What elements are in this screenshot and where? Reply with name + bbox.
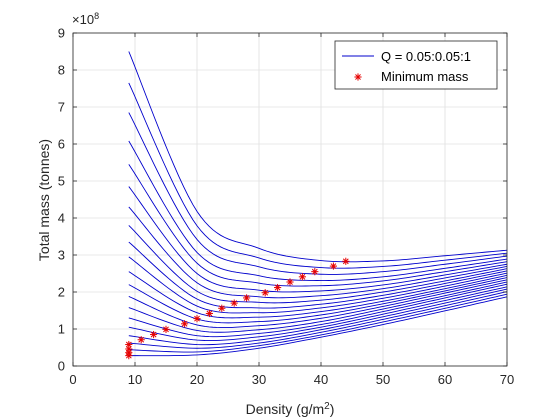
- mass-curve-series: [128, 286, 507, 342]
- asterisk-stroke: [138, 336, 145, 343]
- x-tick-label: 70: [500, 372, 514, 387]
- mass-curve-series: [128, 293, 507, 353]
- y-tick-label: 7: [58, 100, 65, 115]
- mass-curve-series: [128, 281, 507, 333]
- mass-curve-series: [128, 288, 507, 346]
- asterisk-stroke: [163, 326, 169, 333]
- minimum-mass-point: [218, 304, 226, 312]
- legend-entry-minimum: Minimum mass: [381, 69, 469, 84]
- legend-asterisk: [354, 73, 362, 81]
- minimum-mass-point: [150, 330, 158, 339]
- legend-box: [334, 40, 498, 90]
- y-tick-label: 4: [58, 211, 65, 226]
- x-axis-label-main: Density (g/m: [246, 401, 325, 417]
- x-tick-label: 30: [252, 372, 266, 387]
- y-tick-label: 3: [58, 248, 65, 263]
- minimum-mass-point: [205, 309, 213, 318]
- asterisk-stroke: [231, 300, 238, 306]
- asterisk-stroke: [299, 273, 306, 280]
- mass-curve-series: [128, 283, 507, 338]
- x-axis-label-superscript: 2: [324, 401, 330, 412]
- mass-curve-series: [128, 164, 507, 287]
- minimum-mass-point: [329, 262, 337, 270]
- minimum-mass-point: [311, 268, 319, 276]
- minimum-mass-point: [274, 283, 282, 292]
- y-tick-label: 1: [58, 322, 65, 337]
- y-axis-exponent-base: ×10: [72, 12, 94, 27]
- x-tick-label: 50: [376, 372, 390, 387]
- x-axis-label: Density (g/m2): [246, 401, 335, 418]
- asterisk-stroke: [287, 279, 293, 285]
- asterisk-stroke: [218, 305, 225, 312]
- mass-curve-series: [128, 140, 507, 281]
- asterisk-stroke: [125, 352, 132, 359]
- axis-ticks: 0 10 20 30 40 50 60 70 0 1 2 3 4 5 6 7 8 9: [58, 26, 514, 388]
- asterisk-stroke: [330, 263, 337, 269]
- minimum-mass-point: [193, 315, 201, 323]
- x-tick-label: 10: [128, 372, 142, 387]
- x-tick-label: 60: [438, 372, 452, 387]
- mass-curve-series: [128, 279, 507, 329]
- mass-curve-series: [128, 296, 507, 357]
- minimum-mass-point: [286, 278, 294, 286]
- y-axis-label: Total mass (tonnes): [36, 139, 52, 261]
- legend-asterisk-swatch: [354, 73, 362, 81]
- asterisk-stroke: [355, 74, 361, 80]
- mass-curve-series: [128, 225, 507, 304]
- minimum-mass-point: [125, 352, 133, 360]
- mass-curve-series: [128, 186, 507, 293]
- x-tick-label: 20: [190, 372, 204, 387]
- minimum-mass-markers: [125, 257, 350, 360]
- y-tick-label: 6: [58, 137, 65, 152]
- x-tick-label: 0: [69, 372, 76, 387]
- asterisk-stroke: [181, 320, 188, 327]
- mass-curve-series: [128, 82, 507, 269]
- y-tick-label: 2: [58, 285, 65, 300]
- asterisk-stroke: [206, 310, 213, 317]
- asterisk-stroke: [194, 315, 200, 322]
- mass-curve-series: [128, 256, 507, 314]
- asterisk-stroke: [274, 284, 281, 291]
- asterisk-stroke: [243, 295, 250, 301]
- minimum-mass-point: [230, 299, 238, 307]
- asterisk-stroke: [125, 341, 132, 348]
- mass-curve-series: [128, 291, 507, 349]
- minimum-mass-point: [243, 294, 251, 302]
- minimum-mass-point: [181, 320, 189, 328]
- mass-curve-series: [128, 206, 507, 299]
- asterisk-stroke: [342, 258, 349, 265]
- y-axis-exponent: ×108: [72, 11, 99, 27]
- minimum-mass-point: [261, 289, 269, 297]
- y-tick-label: 5: [58, 174, 65, 189]
- mass-curve-series: [128, 241, 507, 309]
- minimum-mass-point: [137, 336, 145, 344]
- asterisk-stroke: [150, 331, 157, 338]
- y-tick-label: 8: [58, 63, 65, 78]
- minimum-mass-point: [162, 325, 170, 333]
- mass-curves: [128, 51, 507, 357]
- legend-entry-curves: Q = 0.05:0.05:1: [381, 49, 471, 64]
- minimum-mass-point: [342, 257, 350, 265]
- y-axis-exponent-power: 8: [94, 11, 99, 21]
- minimum-mass-point: [125, 340, 133, 349]
- legend: Q = 0.05:0.05:1 Minimum mass: [334, 40, 498, 90]
- x-tick-label: 40: [314, 372, 328, 387]
- y-tick-label: 0: [58, 359, 65, 374]
- minimum-mass-point: [298, 273, 306, 281]
- plot-frame: [72, 32, 508, 367]
- mass-curve-series: [128, 51, 507, 263]
- mass-curve-series: [128, 271, 507, 319]
- asterisk-stroke: [262, 289, 269, 296]
- x-axis-label-suffix: ): [330, 401, 335, 417]
- y-tick-label: 9: [58, 26, 65, 41]
- asterisk-stroke: [311, 268, 318, 275]
- mass-curve-series: [128, 112, 507, 275]
